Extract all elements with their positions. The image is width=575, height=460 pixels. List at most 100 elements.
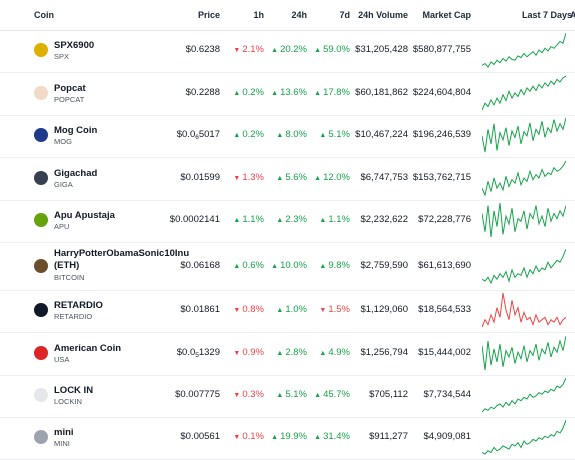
coin-name[interactable]: Popcat [54, 83, 86, 94]
change-7d: ▲ 12.0% [314, 172, 350, 183]
header-last-7-days: Last 7 Days [522, 10, 573, 20]
arrow-up-icon: ▲ [314, 392, 322, 399]
spx-coin-icon [34, 43, 48, 57]
change-value: 17.8% [323, 87, 350, 98]
header-extra-column[interactable]: A [570, 10, 575, 20]
change-value: 45.7% [323, 389, 350, 400]
coin-price: $0.0002141 [169, 214, 220, 225]
coin-market-cap: $153,762,715 [412, 172, 471, 183]
coin-name-suffix[interactable]: (ETH) [54, 260, 80, 271]
usa-coin-icon [34, 346, 48, 360]
coin-volume: $10,467,224 [355, 129, 408, 140]
sparkline-chart [482, 160, 566, 197]
change-value: 13.6% [280, 87, 307, 98]
coin-market-cap: $196,246,539 [412, 129, 471, 140]
coin-row[interactable]: Popcat POPCAT $0.2288 ▲ 0.2% ▲ 13.6% ▲ 17.8% $60,… [0, 73, 575, 116]
coin-symbol: USA [54, 355, 70, 364]
change-24h: ▲ 2.3% [276, 214, 307, 225]
coin-name[interactable]: HarryPotterObamaSonic10Inu [54, 248, 190, 259]
coin-symbol: MOG [54, 137, 72, 146]
change-24h: ▲ 5.6% [276, 172, 307, 183]
coin-volume: $705,112 [369, 389, 408, 400]
change-1h: ▲ 1.1% [233, 214, 264, 225]
coin-row[interactable]: mini MINI $0.00561 ▼ 0.1% ▲ 19.9% ▲ 31.4% $911,27… [0, 417, 575, 460]
change-value: 5.1% [328, 129, 350, 140]
arrow-up-icon: ▲ [233, 132, 241, 139]
sparkline-line [482, 32, 566, 68]
arrow-up-icon: ▲ [276, 307, 284, 314]
coin-name[interactable]: RETARDIO [54, 300, 103, 311]
header-24h[interactable]: 24h [291, 10, 307, 20]
change-value: 20.2% [280, 44, 307, 55]
coin-name[interactable]: mini [54, 427, 74, 438]
change-1h: ▼ 0.8% [233, 304, 264, 315]
coin-name[interactable]: American Coin [54, 343, 122, 354]
coin-name[interactable]: Apu Apustaja [54, 210, 115, 221]
price-prefix: $0.0 [176, 347, 196, 358]
coin-volume: $911,277 [369, 431, 408, 442]
price-prefix: $0.0 [176, 129, 196, 140]
coin-name[interactable]: Mog Coin [54, 125, 98, 136]
hpos-icon [34, 259, 48, 273]
header-1h[interactable]: 1h [253, 10, 264, 20]
price-digits: 1329 [198, 347, 220, 358]
change-24h: ▲ 2.8% [276, 347, 307, 358]
change-value: 2.1% [242, 44, 264, 55]
header-7d[interactable]: 7d [339, 10, 350, 20]
arrow-up-icon: ▲ [314, 175, 322, 182]
sparkline-chart [482, 75, 566, 111]
change-value: 9.8% [328, 260, 350, 271]
sparkline-chart [482, 292, 566, 328]
change-24h: ▲ 10.0% [271, 260, 307, 271]
arrow-up-icon: ▲ [319, 132, 327, 139]
change-7d: ▲ 17.8% [314, 87, 350, 98]
change-7d: ▲ 5.1% [319, 129, 350, 140]
arrow-up-icon: ▲ [233, 90, 241, 97]
change-24h: ▲ 5.1% [276, 389, 307, 400]
coin-row[interactable]: SPX6900 SPX $0.6238 ▼ 2.1% ▲ 20.2% ▲ 59.0% $31,20… [0, 30, 575, 73]
header-price[interactable]: Price [197, 10, 220, 20]
sparkline-line [482, 75, 566, 111]
change-value: 0.2% [242, 129, 264, 140]
coin-name[interactable]: SPX6900 [54, 40, 95, 51]
change-value: 31.4% [323, 431, 350, 442]
coin-row[interactable]: Mog Coin MOG $0.065017 ▲ 0.2% ▲ 8.0% ▲ 5.1% $10,4… [0, 115, 575, 158]
coin-symbol: GIGA [54, 180, 73, 189]
header-market-cap[interactable]: Market Cap [422, 10, 471, 20]
change-24h: ▲ 8.0% [276, 129, 307, 140]
coin-name[interactable]: LOCK IN [54, 385, 94, 396]
price-zero-count: 5 [195, 352, 199, 359]
arrow-up-icon: ▲ [271, 263, 279, 270]
coin-name[interactable]: Gigachad [54, 168, 98, 179]
sparkline-line [482, 202, 566, 238]
change-7d: ▲ 45.7% [314, 389, 350, 400]
coin-market-cap: $224,604,804 [412, 87, 471, 98]
coin-row[interactable]: Apu Apustaja APU $0.0002141 ▲ 1.1% ▲ 2.3% ▲ 1.1%… [0, 200, 575, 243]
coin-row[interactable]: LOCK IN LOCKIN $0.007775 ▼ 0.3% ▲ 5.1% ▲ 45.7% $7… [0, 375, 575, 418]
change-value: 4.9% [328, 347, 350, 358]
coin-row[interactable]: Gigachad GIGA $0.01599 ▼ 1.3% ▲ 5.6% ▲ 12.0% $6,7… [0, 158, 575, 201]
price-digits: 5017 [198, 129, 220, 140]
coin-market-cap: $580,877,755 [412, 44, 471, 55]
change-value: 1.0% [285, 304, 307, 315]
arrow-down-icon: ▼ [233, 307, 241, 314]
coin-row[interactable]: American Coin USA $0.051329 ▼ 0.9% ▲ 2.8% ▲ 4.9%… [0, 333, 575, 376]
coin-row[interactable]: HarryPotterObamaSonic10Inu (ETH) BITCOIN $0… [0, 242, 575, 291]
header-24h-volume[interactable]: 24h Volume [358, 10, 408, 20]
coin-row[interactable]: RETARDIO RETARDIO $0.01861 ▼ 0.8% ▲ 1.0% ▼ 1.5% $… [0, 290, 575, 333]
coin-symbol: RETARDIO [54, 312, 93, 321]
change-7d: ▼ 1.5% [319, 304, 350, 315]
coin-symbol: MINI [54, 439, 70, 448]
header-coin[interactable]: Coin [34, 10, 54, 20]
change-value: 59.0% [323, 44, 350, 55]
sparkline-line [482, 335, 566, 371]
change-value: 1.3% [242, 172, 264, 183]
coin-market-cap: $18,564,533 [418, 304, 471, 315]
coin-market-cap: $15,444,002 [418, 347, 471, 358]
coin-symbol: BITCOIN [54, 273, 85, 282]
change-value: 12.0% [323, 172, 350, 183]
change-1h: ▲ 0.2% [233, 87, 264, 98]
coin-symbol: APU [54, 222, 70, 231]
change-7d: ▲ 4.9% [319, 347, 350, 358]
coin-volume: $60,181,862 [355, 87, 408, 98]
